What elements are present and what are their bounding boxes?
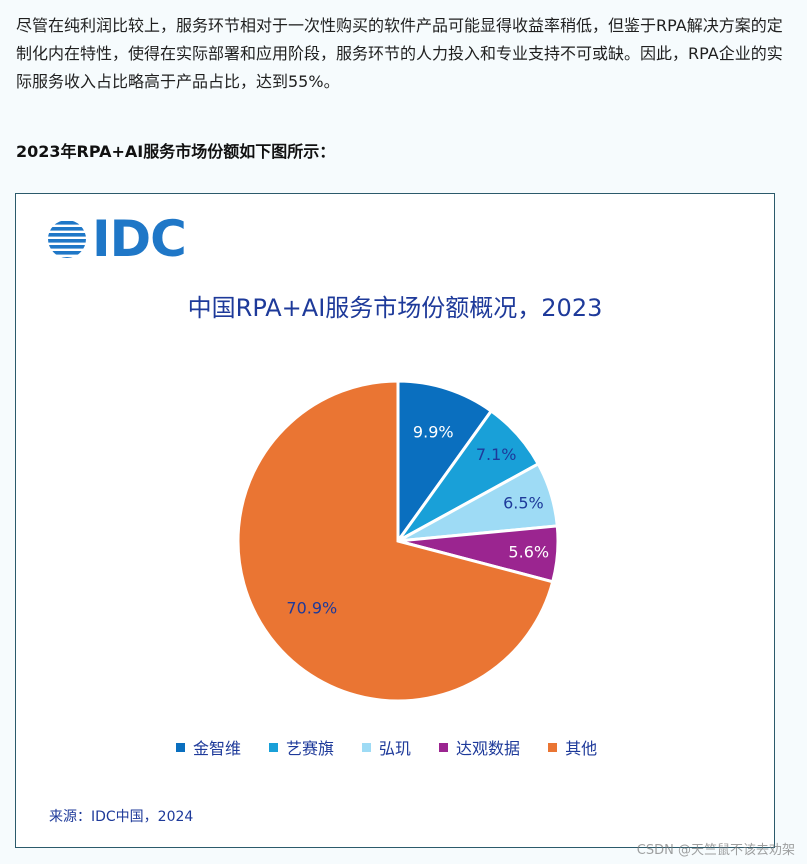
legend-label: 其他	[565, 739, 598, 758]
pie-label-2: 7.1%	[476, 445, 517, 464]
pie-label-1: 9.9%	[413, 422, 454, 441]
legend-swatch	[176, 742, 185, 752]
chart-figure: IDC 中国RPA+AI服务市场份额概况，2023 9.9% 7.1% 6.5% 5.…	[15, 193, 775, 848]
legend-label: 艺赛旗	[286, 739, 335, 758]
pie-label-5: 70.9%	[286, 598, 337, 617]
legend-item-1: 金智维	[176, 735, 241, 759]
idc-globe-icon	[48, 221, 86, 258]
chart-source: 来源：IDC中国，2024	[49, 809, 194, 825]
pie-label-4: 5.6%	[508, 543, 549, 562]
legend-item-2: 艺赛旗	[269, 735, 334, 759]
legend-swatch	[269, 742, 279, 752]
legend-item-4: 达观数据	[439, 735, 520, 759]
section-subheading: 2023年RPA+AI服务市场份额如下图所示：	[16, 142, 336, 161]
chart-legend: 金智维 艺赛旗 弘玑 达观数据 其他	[176, 735, 597, 759]
pie-slice-1	[396, 379, 494, 546]
legend-item-5: 其他	[548, 735, 597, 759]
article-paragraph: 尽管在纯利润比较上，服务环节相对于一次性购买的软件产品可能显得收益率稍低，但鉴于…	[16, 16, 783, 91]
article-body: 尽管在纯利润比较上，服务环节相对于一次性购买的软件产品可能显得收益率稍低，但鉴于…	[16, 12, 791, 96]
pie-slice-5	[236, 379, 555, 703]
legend-swatch	[439, 742, 449, 752]
legend-swatch	[548, 742, 558, 752]
pie-chart: 9.9% 7.1% 6.5% 5.6% 70.9%	[236, 379, 560, 703]
chart-title: 中国RPA+AI服务市场份额概况，2023	[187, 294, 603, 322]
idc-logo: IDC	[46, 210, 187, 268]
pie-label-3: 6.5%	[503, 493, 544, 512]
legend-item-3: 弘玑	[362, 735, 411, 759]
idc-logo-text: IDC	[92, 210, 187, 268]
legend-swatch	[362, 742, 372, 752]
watermark: CSDN @天竺鼠不该去劝架	[636, 843, 795, 858]
legend-label: 达观数据	[456, 739, 521, 758]
legend-label: 金智维	[193, 739, 242, 758]
legend-label: 弘玑	[379, 739, 412, 758]
